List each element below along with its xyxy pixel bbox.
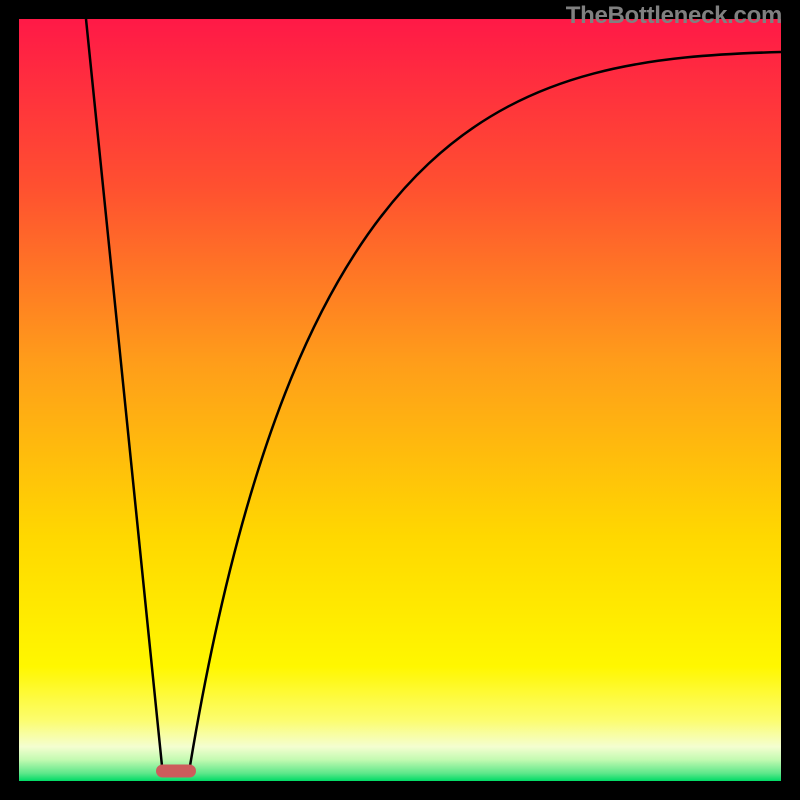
trough-marker	[156, 765, 196, 778]
bottleneck-chart: TheBottleneck.com	[0, 0, 800, 800]
chart-svg	[0, 0, 800, 800]
plot-area	[19, 19, 781, 781]
